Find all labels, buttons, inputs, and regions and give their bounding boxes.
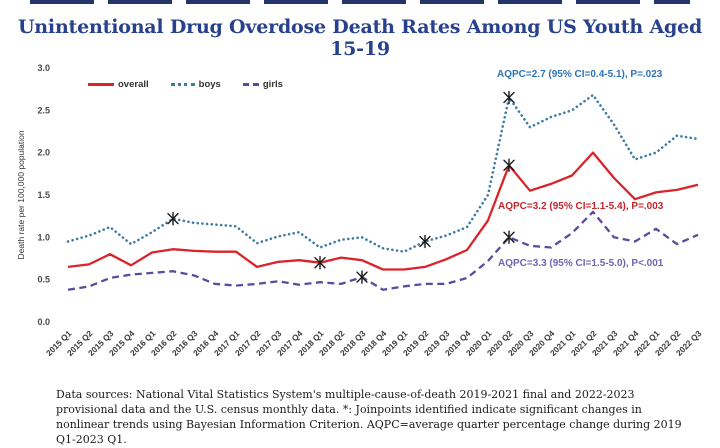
page-title: Unintentional Drug Overdose Death Rates … (17, 16, 703, 60)
series-line-boys (66, 93, 700, 253)
y-axis-title: Death rate per 100,000 population (16, 130, 26, 259)
svg-text:1.5: 1.5 (37, 190, 50, 200)
overall-line-swatch-icon (88, 83, 114, 86)
svg-text:1.0: 1.0 (37, 232, 50, 242)
boys-line-swatch-icon (170, 83, 195, 86)
svg-text:0.5: 0.5 (37, 275, 50, 285)
aqpc-annotation-boys: AQPC=2.7 (95% CI=0.4-5.1), P=.023 (497, 69, 663, 80)
joinpoint-star-boys-2016Q2 (167, 211, 179, 226)
legend-label-girls: girls (262, 79, 283, 90)
legend-item-girls: girls (242, 79, 283, 90)
joinpoint-star-girls-2020Q2 (503, 230, 515, 245)
data-sources-footnote: Data sources: National Vital Statistics … (56, 388, 682, 446)
legend-item-overall: overall (88, 79, 149, 90)
joinpoint-star-girls-2018Q3 (356, 270, 368, 284)
svg-text:0.0: 0.0 (37, 317, 50, 327)
series-line-overall (67, 151, 699, 271)
aqpc-annotation-overall: AQPC=3.2 (95% CI=1.1-5.4), P=.003 (498, 201, 664, 212)
legend-item-boys: boys (170, 79, 221, 90)
top-border-strip (30, 0, 690, 4)
joinpoint-star-boys-2019Q2 (419, 234, 431, 249)
svg-text:2.0: 2.0 (37, 148, 50, 158)
joinpoint-star-boys-2020Q2 (503, 90, 515, 105)
joinpoint-star-overall-2020Q2 (503, 158, 515, 173)
svg-text:2.5: 2.5 (37, 105, 50, 115)
y-axis-tick-labels: 0.0 0.5 1.0 1.5 2.0 2.5 3.0 (37, 63, 50, 327)
legend-label-overall: overall (118, 79, 149, 90)
series-line-girls (67, 210, 699, 291)
aqpc-annotation-girls: AQPC=3.3 (95% CI=1.5-5.0), P<.001 (498, 258, 664, 269)
svg-text:3.0: 3.0 (37, 63, 50, 73)
joinpoint-star-overall-2018Q1 (314, 256, 326, 270)
legend-label-boys: boys (198, 79, 221, 90)
girls-line-swatch-icon (242, 83, 259, 86)
line-chart: 0.0 0.5 1.0 1.5 2.0 2.5 3.0 Death rate per 100,… (16, 63, 704, 358)
chart-legend: overall boys girls (88, 79, 283, 90)
